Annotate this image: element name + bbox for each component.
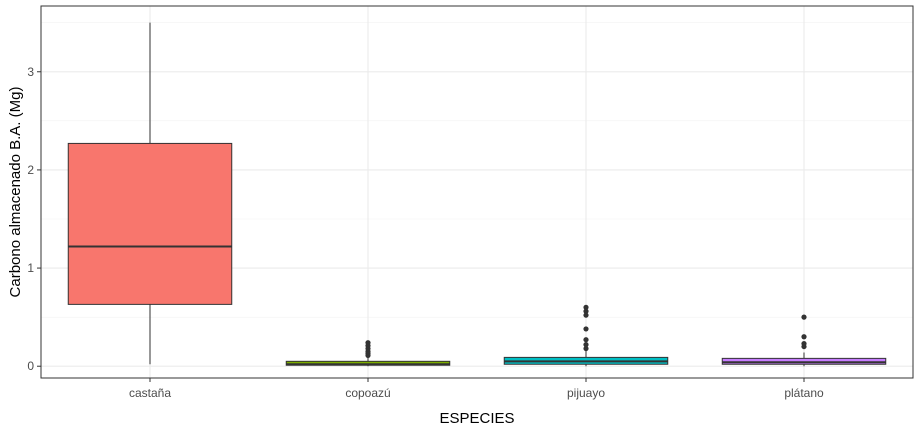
outlier-point xyxy=(801,334,807,340)
y-tick-label: 0 xyxy=(27,359,34,373)
outlier-point xyxy=(365,340,371,346)
x-axis-title: ESPECIES xyxy=(439,410,514,427)
x-tick-label: castaña xyxy=(129,386,171,400)
x-tick-label: plátano xyxy=(784,386,824,400)
boxes xyxy=(67,22,887,367)
box-3 xyxy=(503,304,669,367)
outlier-point xyxy=(583,312,589,318)
y-tick-label: 3 xyxy=(27,65,34,79)
outlier-point xyxy=(801,341,807,347)
outlier-point xyxy=(583,337,589,343)
box-2 xyxy=(285,340,451,367)
outlier-point xyxy=(583,326,589,332)
box-body xyxy=(67,142,233,305)
box-1 xyxy=(67,22,233,365)
outlier-point xyxy=(583,304,589,310)
axis-ticks: 0 1 2 3 castaña copoazú pijuayo plátano xyxy=(27,65,824,400)
outlier-point xyxy=(583,345,589,352)
y-axis-title: Carbono almacenado B.A. (Mg) xyxy=(7,87,24,298)
outlier-point xyxy=(583,342,589,348)
y-tick-label: 2 xyxy=(27,163,34,177)
x-tick-label: copoazú xyxy=(345,386,390,400)
plot-panel-border xyxy=(40,5,914,379)
outlier-point xyxy=(801,314,807,320)
x-tick-label: pijuayo xyxy=(567,386,605,400)
box-4 xyxy=(721,314,887,367)
outlier-point xyxy=(583,308,589,314)
y-tick-label: 1 xyxy=(27,261,34,275)
